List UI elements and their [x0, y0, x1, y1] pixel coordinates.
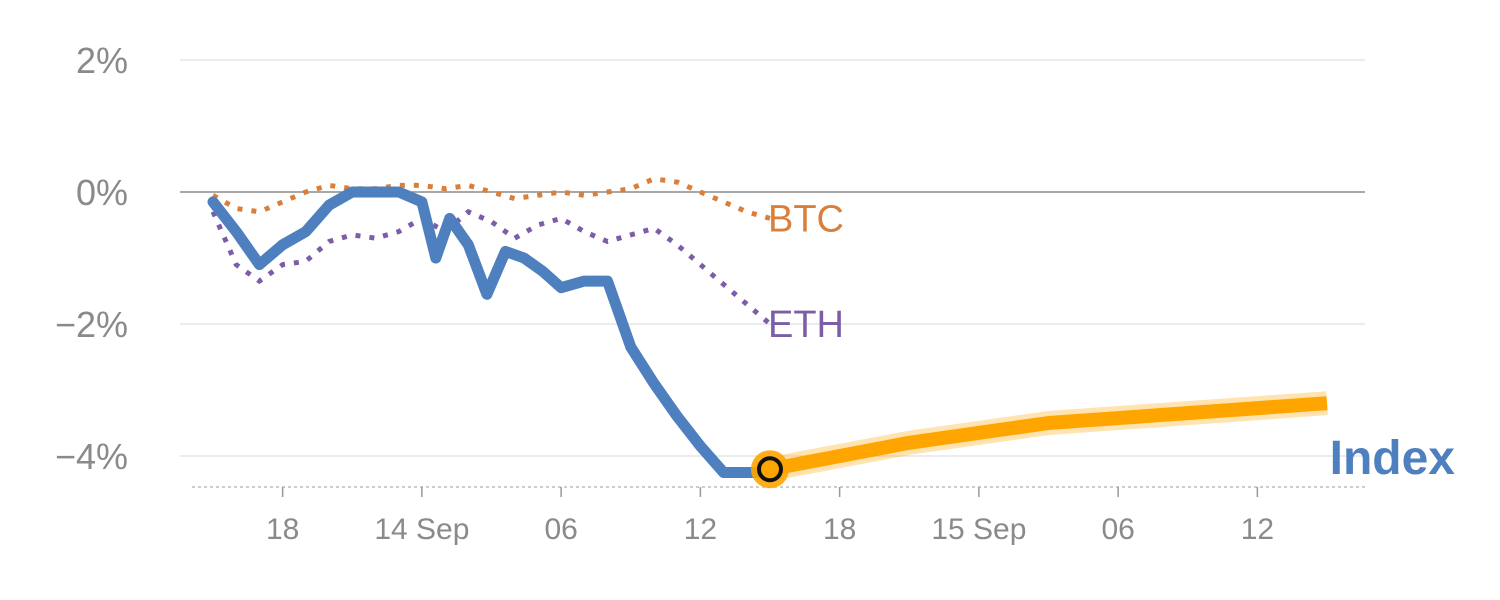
eth-series-line: [210, 208, 772, 326]
eth-series-label: ETH: [768, 304, 844, 346]
x-tick-label: 06: [1101, 513, 1134, 546]
y-tick-label: 2%: [76, 40, 128, 81]
transition-marker: [757, 456, 783, 483]
x-tick-label: 18: [823, 513, 856, 546]
index-series-label: Index: [1330, 432, 1456, 485]
x-tick-label: 14 Sep: [374, 513, 469, 546]
series-layer: [207, 176, 1328, 489]
y-tick-label: −2%: [55, 304, 128, 345]
x-tick-label: 06: [544, 513, 577, 546]
label-layer: BTC ETH Index: [768, 198, 1455, 485]
axis-layer: 2% 0% −2% −4% 18 14 Sep 06 12 18 15 Sep 06 12: [55, 40, 1365, 546]
btc-series-line: [211, 176, 771, 221]
btc-series-label: BTC: [768, 198, 844, 240]
x-tick-label: 18: [266, 513, 299, 546]
y-tick-label: −4%: [55, 436, 128, 477]
forecast-band-line: [768, 396, 1328, 477]
grid-layer: [180, 59, 1365, 457]
x-tick-label: 12: [1241, 513, 1274, 546]
y-tick-label: 0%: [76, 172, 128, 213]
x-tick-label: 15 Sep: [931, 513, 1026, 546]
index-series-line: [207, 186, 776, 478]
x-tick-label: 12: [684, 513, 717, 546]
